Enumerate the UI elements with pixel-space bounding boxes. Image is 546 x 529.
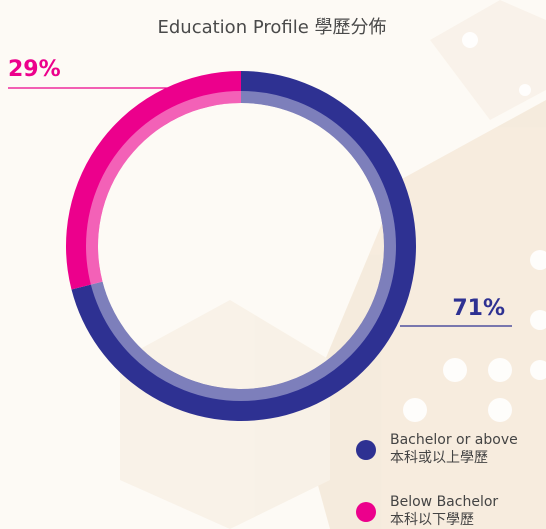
chart-title: Education Profile 學歷分佈 bbox=[157, 17, 386, 38]
dot bbox=[530, 360, 546, 380]
dot bbox=[519, 84, 531, 96]
legend-label: Below Bachelor bbox=[390, 494, 498, 510]
dot bbox=[443, 358, 467, 382]
value-label: 29% bbox=[8, 57, 61, 82]
hexagon bbox=[300, 100, 546, 529]
dots bbox=[403, 32, 546, 422]
legend-label-zh: 本科以下學歷 bbox=[390, 512, 474, 528]
legend-swatch bbox=[356, 440, 376, 460]
hexagon bbox=[430, 0, 546, 120]
donut-segment bbox=[66, 71, 241, 290]
dot bbox=[403, 398, 427, 422]
dot bbox=[530, 310, 546, 330]
legend-label: Bachelor or above bbox=[390, 432, 518, 448]
inner-ring-tint bbox=[86, 91, 396, 401]
legend-label-zh: 本科或以上學歷 bbox=[390, 450, 488, 466]
dot bbox=[488, 398, 512, 422]
dot bbox=[462, 32, 478, 48]
dot bbox=[488, 358, 512, 382]
value-label: 71% bbox=[452, 296, 505, 321]
legend-swatch bbox=[356, 502, 376, 522]
dot bbox=[530, 250, 546, 270]
donut bbox=[66, 71, 416, 421]
